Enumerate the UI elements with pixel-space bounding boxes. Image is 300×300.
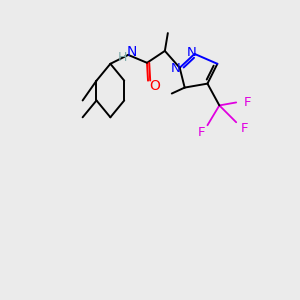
- Text: O: O: [149, 79, 161, 93]
- Text: F: F: [198, 126, 205, 139]
- Text: H: H: [118, 51, 127, 64]
- Text: F: F: [240, 122, 248, 135]
- Text: N: N: [171, 62, 181, 75]
- Text: F: F: [243, 96, 251, 109]
- Text: N: N: [187, 46, 196, 59]
- Text: N: N: [127, 45, 137, 59]
